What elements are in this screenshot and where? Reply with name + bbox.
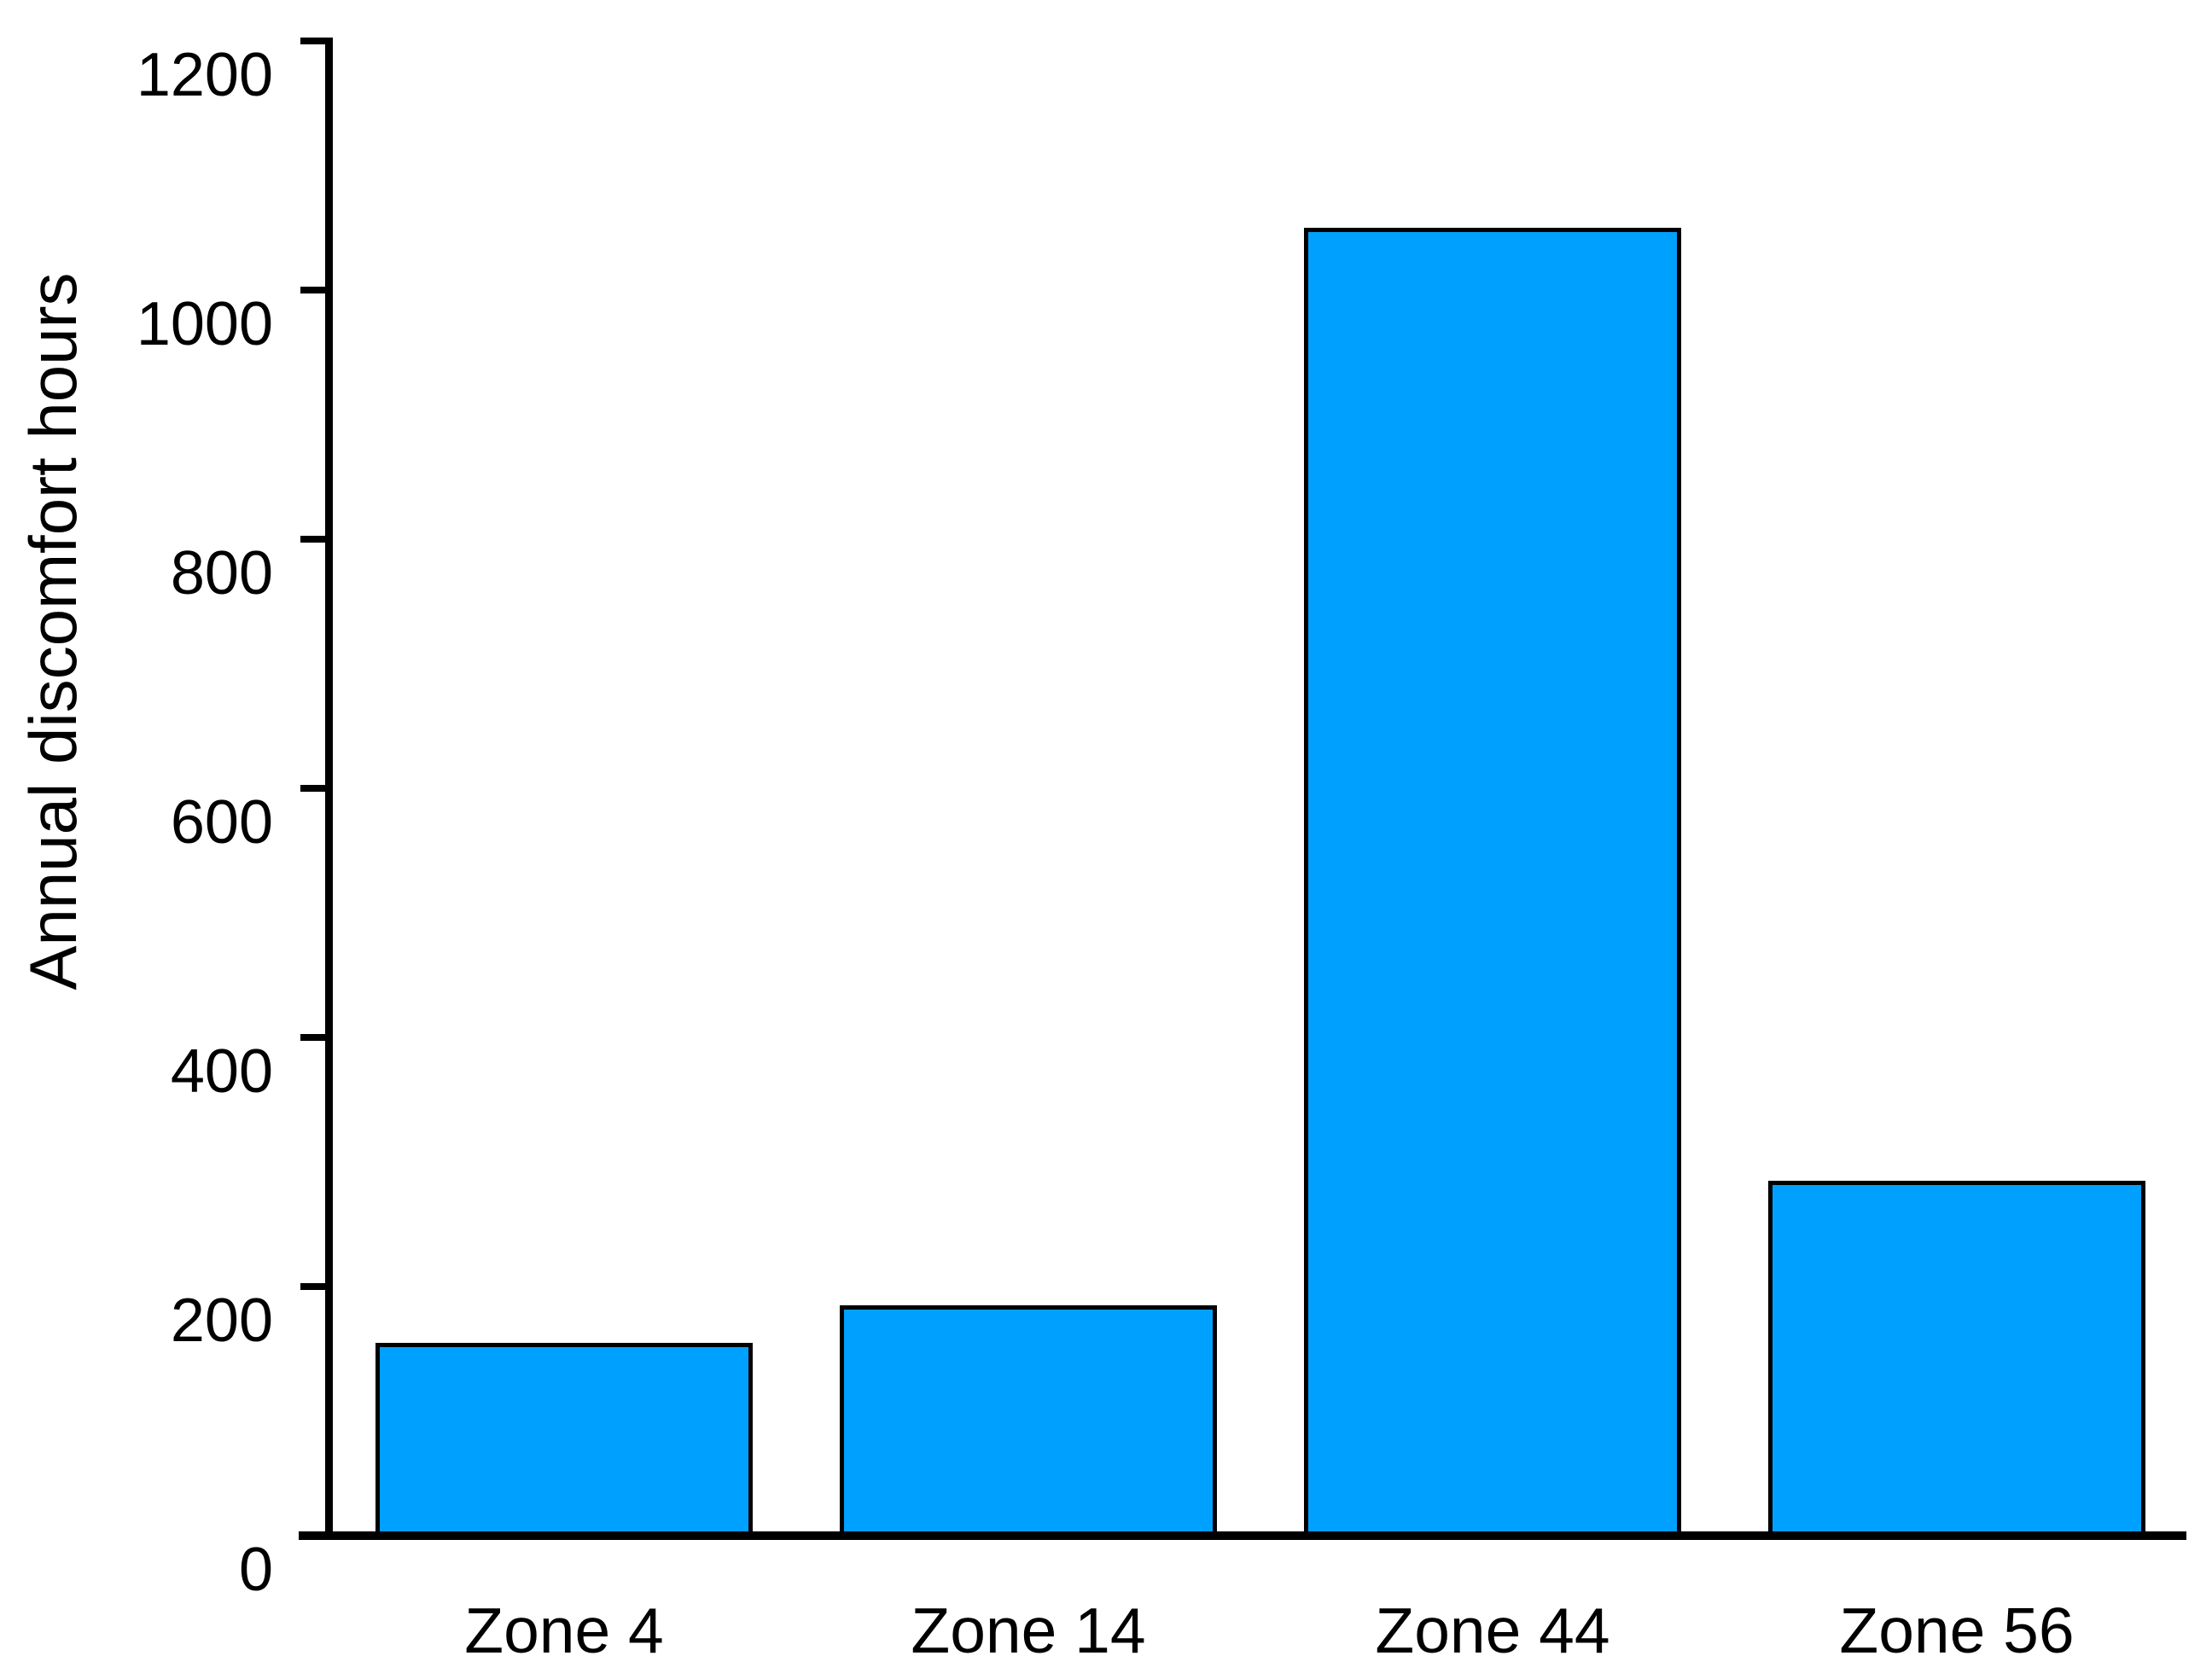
bar-zone-56 bbox=[1768, 1181, 2145, 1539]
x-category-label-zone-44: Zone 44 bbox=[1375, 1595, 1610, 1666]
y-tick-label-1200: 1200 bbox=[136, 41, 273, 109]
y-axis-line bbox=[325, 38, 333, 1540]
bar-zone-14 bbox=[840, 1305, 1217, 1539]
bar-zone-4 bbox=[375, 1343, 753, 1539]
bar-zone-44 bbox=[1304, 228, 1681, 1539]
y-tick-label-1000: 1000 bbox=[136, 290, 273, 358]
y-tick-label-600: 600 bbox=[170, 788, 273, 857]
x-axis-line bbox=[299, 1531, 2186, 1540]
y-tick-400 bbox=[300, 1034, 325, 1041]
y-tick-label-400: 400 bbox=[170, 1037, 273, 1106]
y-tick-800 bbox=[300, 536, 325, 543]
y-tick-600 bbox=[300, 785, 325, 792]
x-category-label-zone-14: Zone 14 bbox=[911, 1595, 1146, 1666]
y-tick-label-200: 200 bbox=[170, 1287, 273, 1355]
y-tick-1000 bbox=[300, 287, 325, 293]
y-tick-label-0: 0 bbox=[238, 1536, 273, 1604]
y-tick-200 bbox=[300, 1283, 325, 1290]
y-tick-label-800: 800 bbox=[170, 539, 273, 607]
y-tick-1200 bbox=[300, 38, 325, 44]
x-category-label-zone-4: Zone 4 bbox=[464, 1595, 664, 1666]
x-category-label-zone-56: Zone 56 bbox=[1839, 1595, 2075, 1666]
